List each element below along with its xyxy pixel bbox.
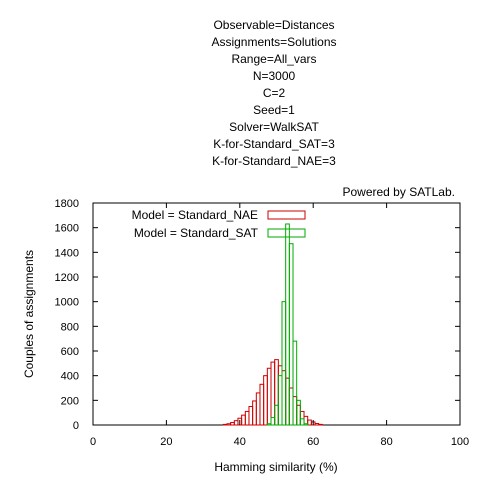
histogram-bar <box>259 383 265 426</box>
histogram-bar <box>299 410 305 426</box>
histogram-bar <box>307 419 312 426</box>
y-tick-label: 800 <box>61 321 79 333</box>
histogram-bar <box>288 387 294 426</box>
title-line: C=2 <box>263 86 286 100</box>
histogram-bar <box>288 243 294 426</box>
histogram-bar <box>296 404 301 426</box>
x-tick-label: 60 <box>307 436 319 448</box>
histogram-bar <box>244 410 250 426</box>
histogram-bar <box>314 423 320 426</box>
credit-text: Powered by SATLab. <box>342 185 455 199</box>
x-tick-label: 40 <box>234 436 246 448</box>
histogram-bar <box>266 423 272 426</box>
title-line: Observable=Distances <box>213 18 334 32</box>
title-line: N=3000 <box>253 69 296 83</box>
y-tick-label: 1800 <box>55 198 79 210</box>
title-line: K-for-Standard_SAT=3 <box>213 137 335 151</box>
title-line: Solver=WalkSAT <box>229 120 319 134</box>
histogram-bar <box>281 301 287 426</box>
title-line: Range=All_vars <box>231 52 316 66</box>
legend-swatch <box>267 228 306 238</box>
histogram-bar <box>303 423 309 426</box>
x-tick-label: 20 <box>160 436 172 448</box>
histogram-bar <box>270 361 276 426</box>
histogram-bar <box>274 404 279 426</box>
histogram-bar <box>241 414 246 426</box>
histogram-bar <box>266 367 272 426</box>
chart-title: Observable=Distances Assignments=Solution… <box>211 18 336 168</box>
title-line: K-for-Standard_NAE=3 <box>212 154 336 168</box>
y-axis-label: Couples of assignments <box>22 250 36 378</box>
histogram-bar <box>299 418 305 426</box>
histogram-bar <box>285 223 290 426</box>
histogram-bar <box>248 406 254 426</box>
x-tick-label: 100 <box>451 436 469 448</box>
sat-series-bars <box>266 223 309 426</box>
histogram-bar <box>318 423 323 426</box>
histogram-bar <box>222 423 228 426</box>
y-tick-label: 600 <box>61 346 79 358</box>
histogram-bar <box>255 392 261 426</box>
y-tick-label: 200 <box>61 395 79 407</box>
histogram-bar <box>296 399 301 426</box>
x-axis-label: Hamming similarity (%) <box>214 460 337 474</box>
x-tick-label: 80 <box>380 436 392 448</box>
histogram-bar <box>281 370 287 426</box>
histogram-bar <box>263 375 268 426</box>
histogram-bar <box>277 365 283 426</box>
histogram-bar <box>233 420 239 426</box>
histogram-bar <box>285 377 290 426</box>
title-line: Seed=1 <box>253 103 295 117</box>
y-tick-label: 1000 <box>55 297 79 309</box>
legend-label: Model = Standard_NAE <box>132 208 258 222</box>
histogram-bar <box>292 396 298 426</box>
nae-series-bars <box>222 359 323 426</box>
y-tick-label: 400 <box>61 371 79 383</box>
histogram-bar <box>292 340 298 426</box>
title-line: Assignments=Solutions <box>211 35 336 49</box>
histogram-bar <box>277 375 283 426</box>
y-tick-label: 1600 <box>55 223 79 235</box>
legend: Model = Standard_NAE Model = Standard_SAT <box>132 208 306 240</box>
y-tick-label: 1200 <box>55 272 79 284</box>
histogram-bar <box>252 400 257 426</box>
legend-label: Model = Standard_SAT <box>134 226 259 240</box>
legend-swatch <box>267 210 306 220</box>
y-axis: 0 200 400 600 800 1000 1200 1400 1600 1800 <box>55 198 460 432</box>
histogram-bar <box>274 359 279 426</box>
y-tick-label: 0 <box>73 420 79 432</box>
x-tick-label: 0 <box>90 436 96 448</box>
histogram-bar <box>226 423 232 426</box>
histogram-bar <box>230 422 235 426</box>
y-tick-label: 1400 <box>55 247 79 259</box>
histogram-bar <box>270 417 276 426</box>
x-axis: 0 20 40 60 80 100 <box>90 203 469 448</box>
